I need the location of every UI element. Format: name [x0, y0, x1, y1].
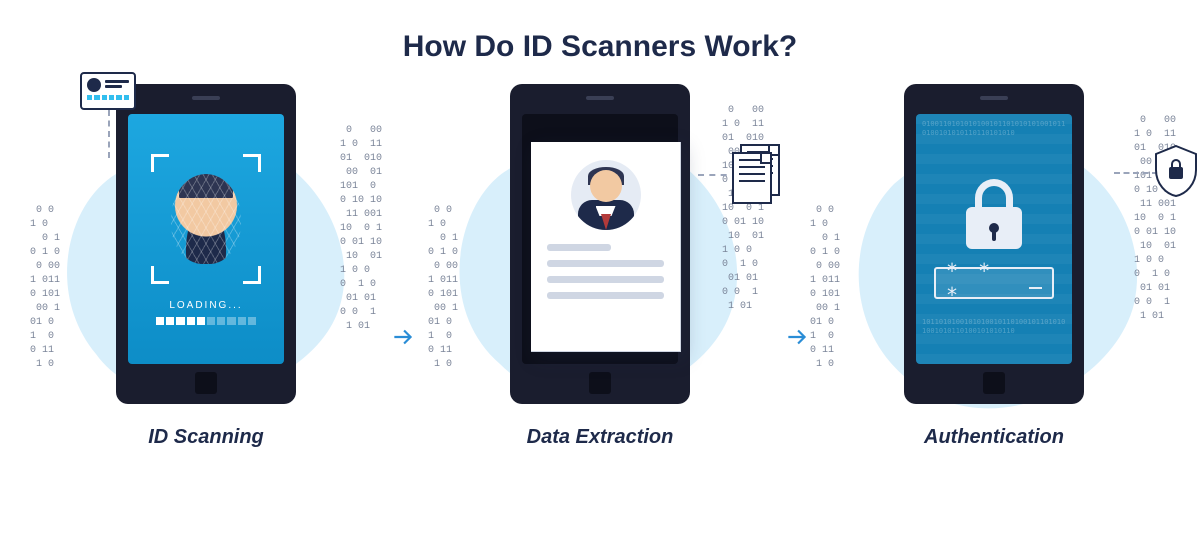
binary-decoration: 0 0 1 0 0 1 0 1 0 0 00 1 011 0 101 00 1 … [30, 204, 60, 372]
scan-frame [151, 154, 261, 284]
arrow-icon [782, 322, 812, 352]
stage-label: Data Extraction [527, 426, 674, 449]
lock-icon [964, 179, 1024, 249]
face-icon [171, 174, 241, 264]
binary-decoration: 0 0 1 0 0 1 0 1 0 0 00 1 011 0 101 00 1 … [810, 204, 840, 372]
loading-progress [156, 317, 256, 325]
binary-decoration: 0 0 1 0 0 1 0 1 0 0 00 1 011 0 101 00 1 … [428, 204, 458, 372]
stage-label: ID Scanning [148, 426, 264, 449]
stage-label: Authentication [924, 426, 1064, 449]
id-card-icon [80, 72, 136, 110]
loading-label: LOADING... [169, 300, 242, 311]
stage-id-scanning: 0 0 1 0 0 1 0 1 0 0 00 1 011 0 101 00 1 … [36, 84, 376, 449]
page-title: How Do ID Scanners Work? [0, 0, 1200, 64]
auth-screen: * * * [916, 114, 1072, 364]
scan-screen: LOADING... [128, 114, 284, 364]
shield-icon [1152, 144, 1200, 198]
profile-document [531, 142, 681, 352]
binary-decoration: 0 00 1 0 11 01 010 00 01 101 0 0 10 10 1… [722, 104, 764, 314]
phone-device: * * * [904, 84, 1084, 404]
stage-data-extraction: 0 0 1 0 0 1 0 1 0 0 00 1 011 0 101 00 1 … [430, 84, 770, 449]
stages-row: 0 0 1 0 0 1 0 1 0 0 00 1 011 0 101 00 1 … [0, 64, 1200, 449]
connector-line [108, 110, 110, 158]
documents-icon [730, 144, 780, 204]
password-field: * * * [934, 267, 1054, 299]
arrow-icon [388, 322, 418, 352]
phone-device: LOADING... [116, 84, 296, 404]
avatar-icon [571, 160, 641, 230]
stage-authentication: 0 0 1 0 0 1 0 1 0 0 00 1 011 0 101 00 1 … [824, 84, 1164, 449]
binary-decoration: 0 00 1 0 11 01 010 00 01 101 0 0 10 10 1… [340, 124, 382, 334]
